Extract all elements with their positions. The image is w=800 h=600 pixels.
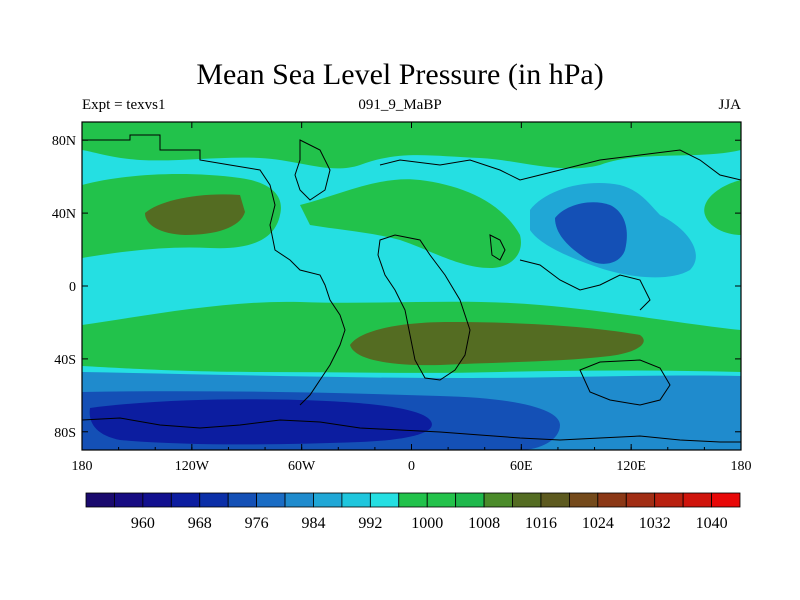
- colorbar-swatch: [227, 492, 258, 508]
- colorbar-swatch: [483, 492, 513, 508]
- colorbar-swatch: [170, 492, 201, 508]
- colorbar-label: 1008: [468, 515, 500, 532]
- x-tick-label: 120E: [616, 459, 646, 474]
- x-tick-label: 120W: [175, 459, 210, 474]
- colorbar-swatch: [114, 492, 144, 508]
- field-south-high: [350, 322, 644, 366]
- colorbar-label: 984: [301, 515, 325, 532]
- colorbar-swatch: [142, 492, 172, 508]
- colorbar-label: 960: [131, 515, 155, 532]
- colorbar-swatch: [597, 492, 627, 508]
- colorbar-swatch: [625, 492, 656, 508]
- colorbar-swatch: [455, 492, 485, 508]
- colorbar-swatch: [256, 492, 286, 508]
- coastlines: [82, 134, 741, 443]
- colorbar-swatch: [426, 492, 457, 508]
- colorbar-swatch: [682, 492, 712, 508]
- colorbar-swatch: [568, 492, 599, 508]
- colorbar-swatch: [711, 492, 741, 508]
- colorbar-swatch: [341, 492, 371, 508]
- colorbar-label: 1016: [525, 515, 557, 532]
- colorbar-swatch: [313, 492, 343, 508]
- field-north-band-east: [300, 179, 521, 268]
- colorbar-label: 1000: [411, 515, 443, 532]
- colorbar-label: 1032: [639, 515, 671, 532]
- colorbar-swatch: [284, 492, 314, 508]
- colorbar-swatch: [85, 492, 115, 508]
- contour-fields: [82, 122, 741, 450]
- chart-title: Mean Sea Level Pressure (in hPa): [196, 58, 604, 91]
- field-north-pacific-high: [145, 194, 245, 235]
- colorbar: 960 968 976 984 992 1000 1008 1016 1024 1032 1040: [85, 492, 741, 532]
- field-asian-low-inner: [555, 202, 627, 264]
- field-southern-ocean-inner: [89, 399, 432, 445]
- x-tick-label: 0: [408, 459, 415, 474]
- season-label: JJA: [718, 97, 741, 113]
- colorbar-swatch: [512, 492, 542, 508]
- colorbar-swatch: [199, 492, 229, 508]
- y-tick-label: 80N: [52, 134, 76, 149]
- x-tick-label: 60E: [510, 459, 533, 474]
- case-label: 091_9_MaBP: [358, 97, 442, 113]
- colorbar-swatch: [369, 492, 400, 508]
- colorbar-label: 1040: [696, 515, 728, 532]
- field-north-east-pacific: [704, 180, 741, 235]
- y-tick-label: 40S: [54, 353, 76, 368]
- field-arctic-band: [82, 122, 741, 169]
- y-tick-label: 40N: [52, 207, 76, 222]
- colorbar-swatch: [540, 492, 570, 508]
- x-tick-label: 180: [72, 459, 93, 474]
- y-tick-label: 80S: [54, 426, 76, 441]
- experiment-label: Expt = texvs1: [82, 97, 166, 113]
- colorbar-label: 992: [358, 515, 382, 532]
- colorbar-label: 1024: [582, 515, 614, 532]
- x-axis: 180 120W 60W 0 60E 120E 180: [72, 122, 752, 474]
- y-axis: 80N 40N 0 40S 80S: [52, 134, 741, 441]
- colorbar-swatch: [654, 492, 684, 508]
- colorbar-label: 976: [245, 515, 269, 532]
- y-tick-label: 0: [69, 280, 76, 295]
- x-tick-label: 60W: [288, 459, 316, 474]
- colorbar-label: 968: [188, 515, 212, 532]
- colorbar-swatch: [398, 492, 428, 508]
- x-tick-label: 180: [731, 459, 752, 474]
